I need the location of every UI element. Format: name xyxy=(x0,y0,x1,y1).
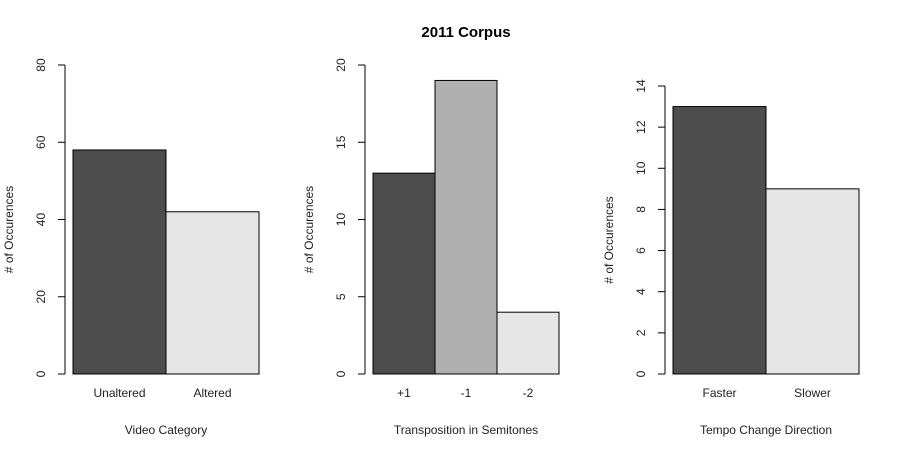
x-tick-label: Unaltered xyxy=(93,386,145,400)
bar-faster-3 xyxy=(672,106,767,375)
y-axis-label: # of Occurences xyxy=(2,186,16,273)
y-axis-label: # of Occurences xyxy=(302,186,316,273)
x-axis-label: Transposition in Semitones xyxy=(394,423,538,437)
x-tick-label: Altered xyxy=(193,386,231,400)
x-axis-label: Tempo Change Direction xyxy=(700,423,832,437)
bar-slower-3 xyxy=(765,188,860,375)
y-axis-label: # of Occurences xyxy=(602,196,616,283)
y-tick-label: 15 xyxy=(334,135,348,149)
x-tick-label: Faster xyxy=(702,386,736,400)
y-tick-label: 0 xyxy=(334,370,348,377)
y-tick-label: 0 xyxy=(634,370,648,377)
y-tick-label: 14 xyxy=(634,79,648,93)
y-tick-label: 6 xyxy=(634,247,648,254)
chart-panel-1: Unaltered Altered 0 20 40 60 80 Video Category #… xyxy=(2,58,260,437)
figure-title: 2011 Corpus xyxy=(421,24,510,41)
y-tick-label: 10 xyxy=(634,161,648,175)
chart-panel-3: Faster Slower 0 2 4 6 8 10 12 14 Tempo Change Dire… xyxy=(602,79,860,437)
bar-1-2 xyxy=(434,79,498,375)
x-axis-label: Video Category xyxy=(125,423,208,437)
x-tick-label: +1 xyxy=(397,386,411,400)
y-tick-label: 12 xyxy=(634,120,648,134)
y-tick-label: 40 xyxy=(34,213,48,227)
bar-2-2 xyxy=(496,311,560,375)
x-tick-label: -2 xyxy=(523,386,534,400)
chart-panel-2: +1 -1 -2 0 5 10 15 20 Transposition in Semitones… xyxy=(302,58,560,437)
y-tick-label: 60 xyxy=(34,135,48,149)
y-tick-label: 5 xyxy=(334,293,348,300)
y-tick-label: 80 xyxy=(34,58,48,72)
y-tick-label: 4 xyxy=(634,288,648,295)
y-tick-label: 10 xyxy=(334,213,348,227)
x-tick-label: -1 xyxy=(461,386,472,400)
bar-altered-1 xyxy=(165,211,260,375)
y-tick-label: 20 xyxy=(34,290,48,304)
y-tick-label: 20 xyxy=(334,58,348,72)
x-tick-label: Slower xyxy=(794,386,831,400)
y-tick-label: 0 xyxy=(34,370,48,377)
bar-unaltered-1 xyxy=(72,149,167,375)
bar-1-2 xyxy=(372,172,436,375)
y-tick-label: 8 xyxy=(634,206,648,213)
y-tick-label: 2 xyxy=(634,329,648,336)
